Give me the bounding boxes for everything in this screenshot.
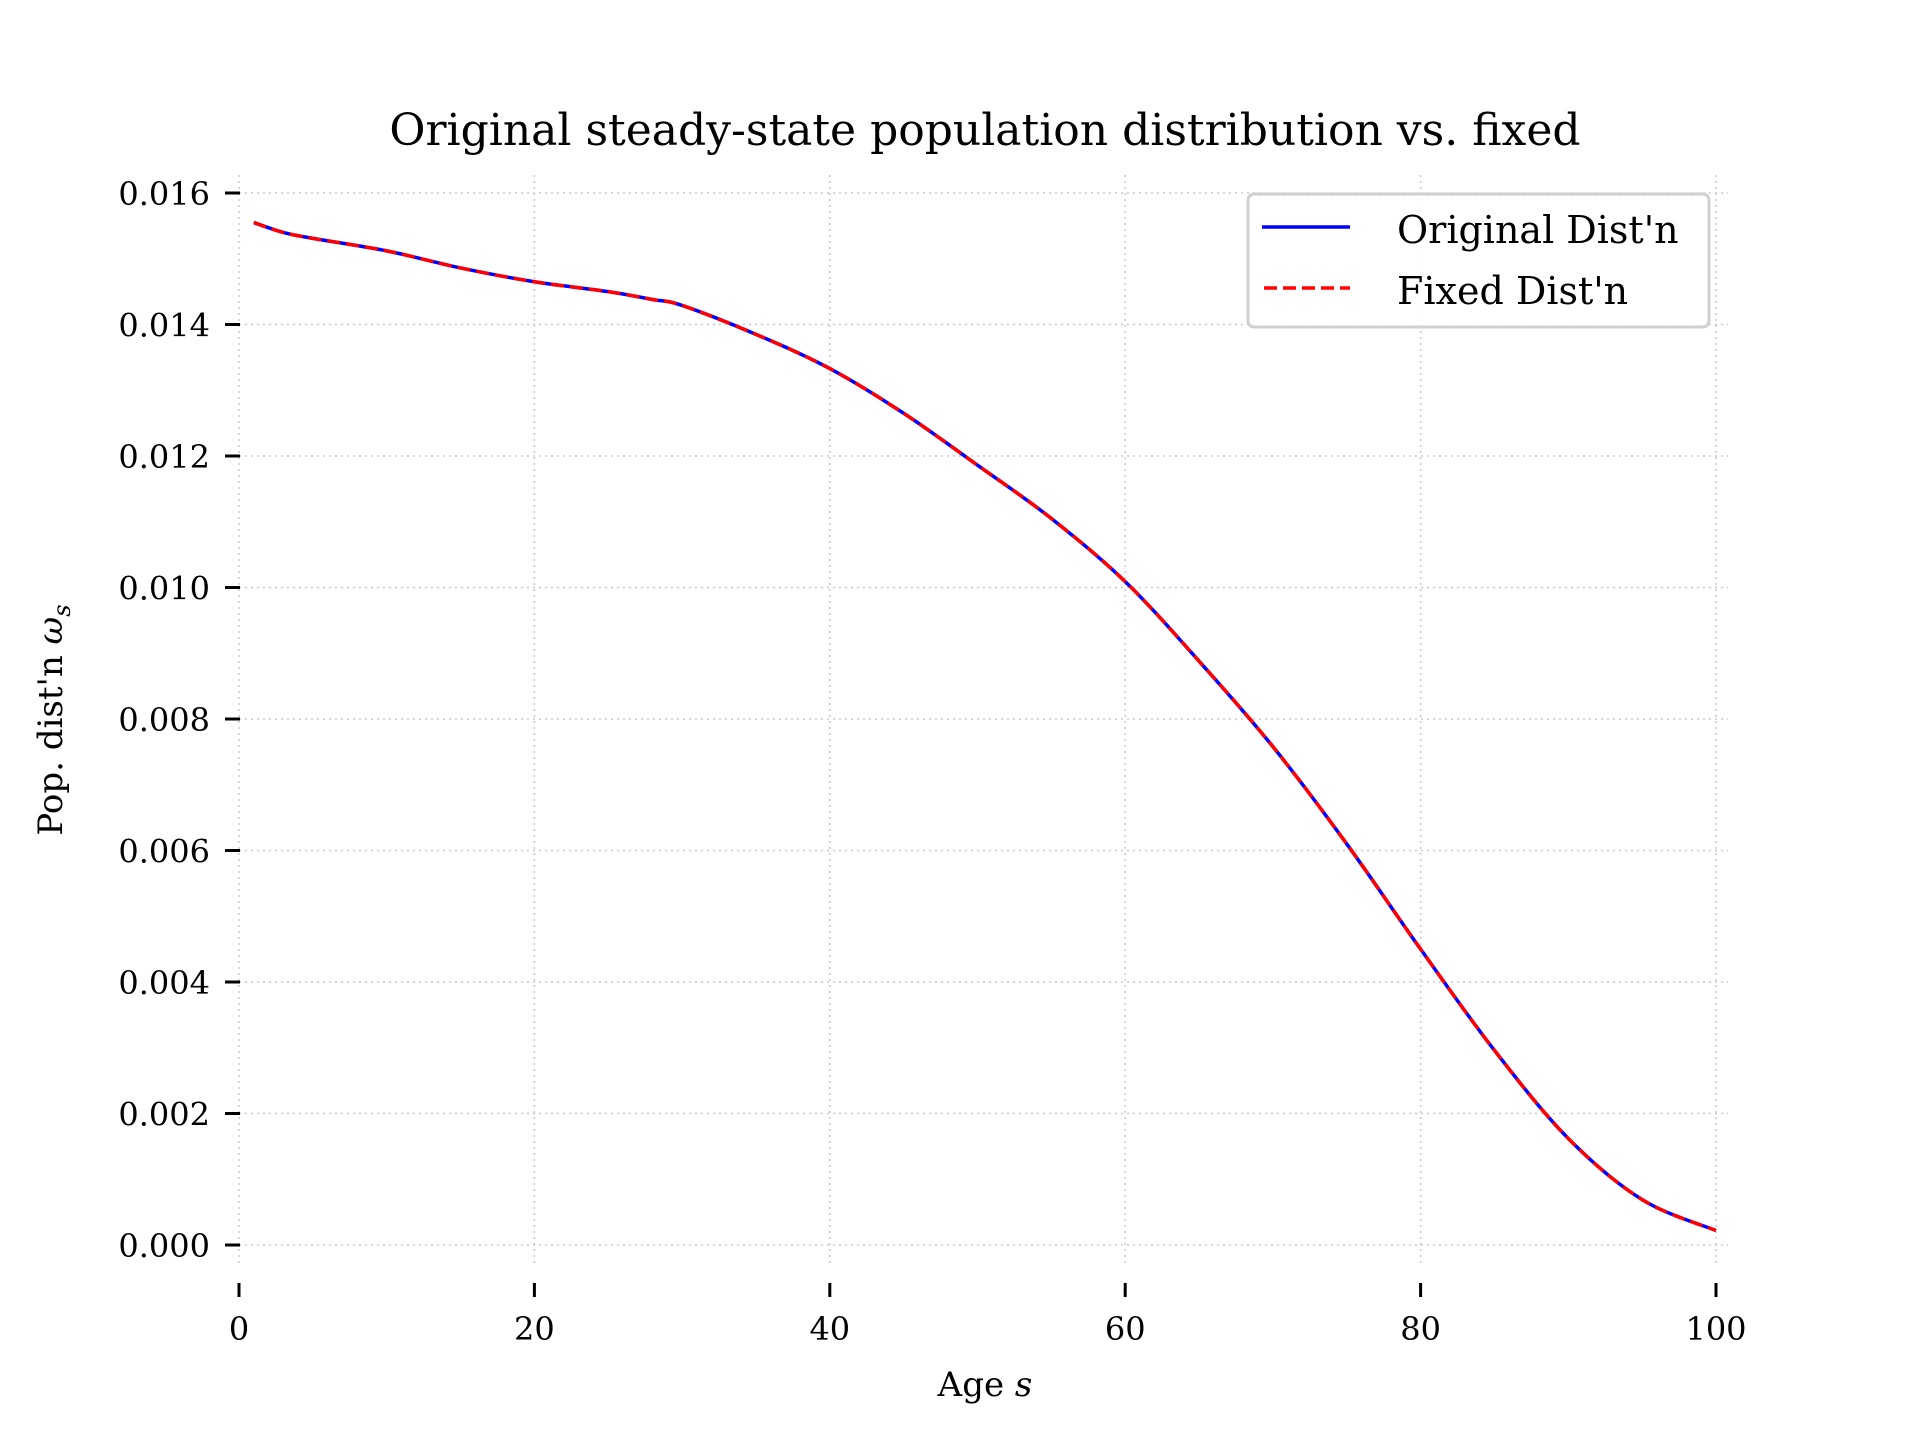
series-line-original (253, 220, 1717, 1233)
y-axis-label: Pop. dist'n ωs (31, 604, 76, 835)
x-tick-label: 40 (809, 1310, 850, 1348)
x-tick-label: 100 (1685, 1310, 1746, 1348)
x-tick-label: 0 (229, 1310, 249, 1348)
legend: Original Dist'n Fixed Dist'n (1246, 192, 1711, 329)
grid (238, 175, 1728, 1263)
x-tick-label: 80 (1400, 1310, 1441, 1348)
legend-label-original: Original Dist'n (1397, 208, 1679, 252)
x-tick-label: 60 (1105, 1310, 1146, 1348)
y-tick-label: 0.010 (118, 570, 210, 608)
x-axis-label: Age s (937, 1365, 1033, 1405)
y-tick-label: 0.000 (118, 1227, 210, 1265)
y-tick-label: 0.012 (118, 438, 210, 476)
y-tick-label: 0.016 (118, 175, 210, 213)
series-line-fixed (253, 220, 1717, 1233)
legend-box (1246, 192, 1711, 329)
axis-ticks: 0.000 0.002 0.004 0.006 0.008 0.010 0.012 0.014… (118, 175, 1746, 1348)
y-tick-label: 0.002 (118, 1096, 210, 1134)
series-lines (253, 220, 1717, 1233)
y-tick-label: 0.004 (118, 964, 210, 1002)
y-tick-label: 0.014 (118, 307, 210, 345)
chart-title: Original steady-state population distrib… (389, 105, 1580, 156)
x-tick-label: 20 (514, 1310, 555, 1348)
y-tick-label: 0.008 (118, 701, 210, 739)
legend-label-fixed: Fixed Dist'n (1397, 269, 1628, 313)
y-tick-label: 0.006 (118, 833, 210, 871)
